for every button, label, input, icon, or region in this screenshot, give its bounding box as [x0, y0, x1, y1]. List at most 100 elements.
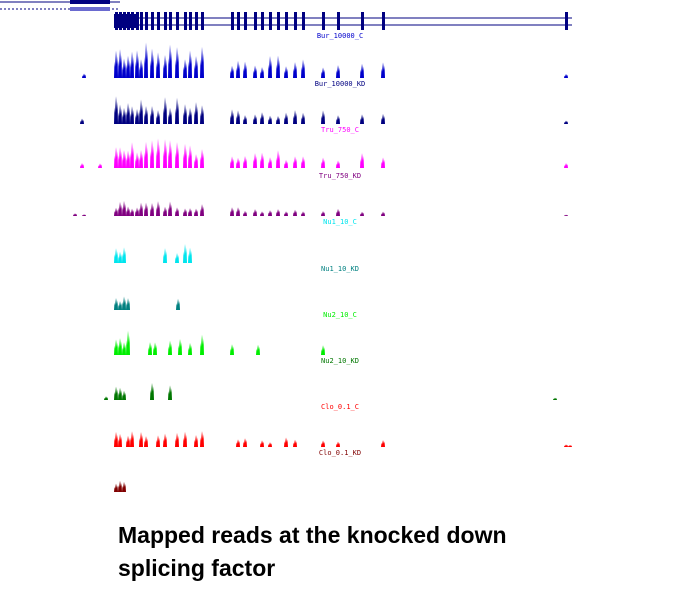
coverage-peak	[163, 248, 167, 263]
coverage-peak	[139, 59, 143, 78]
coverage-peak	[260, 152, 264, 168]
coverage-peak	[253, 114, 257, 124]
coverage-peak	[144, 141, 148, 168]
coverage-peak	[168, 140, 172, 168]
coverage-peak	[321, 440, 325, 447]
coverage-peak	[178, 338, 182, 355]
exon	[195, 12, 198, 30]
coverage-peak	[336, 65, 340, 78]
coverage-peak	[243, 438, 247, 447]
track-label: Nu2_10_C	[323, 311, 357, 319]
coverage-peak	[175, 47, 179, 78]
coverage-peak	[183, 59, 187, 78]
coverage-peak	[243, 115, 247, 124]
exon	[131, 12, 134, 30]
coverage-peak	[188, 50, 192, 78]
coverage-peak	[183, 208, 187, 216]
coverage-peak	[139, 432, 143, 447]
coverage-peak	[200, 149, 204, 168]
coverage-peak	[268, 157, 272, 168]
coverage-peak	[188, 145, 192, 168]
coverage-peak	[114, 483, 118, 492]
coverage-peak	[122, 107, 126, 124]
coverage-peak	[114, 386, 118, 400]
exon	[176, 12, 179, 30]
coverage-peak	[553, 397, 557, 400]
coverage-peak	[564, 120, 568, 124]
coverage-peak	[122, 58, 126, 78]
coverage-peak	[98, 163, 102, 168]
exon	[184, 12, 187, 30]
coverage-peak	[82, 214, 86, 216]
coverage-peak	[253, 153, 257, 168]
coverage-peak	[200, 105, 204, 124]
coverage-peak	[122, 342, 126, 355]
caption-line: Mapped reads at the knocked down	[118, 522, 507, 548]
coverage-peak	[168, 44, 172, 78]
coverage-peak	[156, 435, 160, 447]
coverage-peak	[276, 55, 280, 78]
coverage-peak	[130, 431, 134, 447]
coverage-peak	[268, 442, 272, 447]
coverage-peak	[144, 436, 148, 447]
coverage-peak	[126, 298, 130, 310]
coverage-peak	[381, 211, 385, 216]
coverage-peak	[118, 301, 122, 310]
exon	[140, 12, 143, 30]
coverage-peak	[293, 209, 297, 216]
coverage-peak	[194, 102, 198, 124]
coverage-peak	[126, 330, 130, 355]
coverage-peak	[118, 480, 122, 492]
coverage-peak	[80, 118, 84, 124]
coverage-peak	[236, 207, 240, 216]
coverage-peak	[114, 431, 118, 447]
coverage-peak	[118, 338, 122, 355]
coverage-peak	[200, 334, 204, 355]
coverage-peak	[284, 211, 288, 216]
coverage-peak	[118, 433, 122, 447]
coverage-peak	[360, 153, 364, 168]
coverage-peak	[148, 342, 152, 355]
coverage-peak	[253, 65, 257, 78]
coverage-peak	[188, 208, 192, 216]
coverage-peak	[230, 344, 234, 355]
coverage-peak	[200, 204, 204, 216]
exon	[285, 12, 288, 30]
coverage-peak	[276, 209, 280, 216]
coverage-peak	[163, 206, 167, 216]
coverage-peak	[293, 110, 297, 124]
coverage-peak	[163, 97, 167, 124]
coverage-peak	[268, 210, 272, 216]
coverage-peak	[243, 156, 247, 168]
coverage-peak	[175, 97, 179, 124]
coverage-peak	[130, 51, 134, 78]
coverage-peak	[135, 152, 139, 168]
exon	[119, 12, 122, 30]
coverage-peak	[126, 435, 130, 447]
coverage-peak	[144, 202, 148, 216]
track-label: Clo_0.1_C	[321, 403, 359, 411]
exon	[237, 12, 240, 30]
exon	[244, 12, 247, 30]
coverage-peak	[150, 383, 154, 400]
coverage-peak	[321, 211, 325, 216]
coverage-peak	[194, 55, 198, 78]
coverage-peak	[139, 202, 143, 216]
coverage-peak	[144, 105, 148, 124]
coverage-peak	[564, 73, 568, 78]
coverage-peak	[114, 147, 118, 168]
coverage-peak	[104, 396, 108, 400]
coverage-peak	[260, 112, 264, 124]
coverage-peak	[114, 50, 118, 78]
gene-model	[0, 0, 572, 30]
coverage-peak	[293, 156, 297, 168]
exon	[382, 12, 385, 30]
coverage-peak	[118, 147, 122, 168]
coverage-peak	[73, 213, 77, 216]
coverage-peak	[176, 298, 180, 310]
coverage-peak	[230, 109, 234, 124]
tracks: Bur_10000_C Bur_10000_KD Tru_750_C Tru_750_…	[73, 32, 572, 492]
coverage-peak	[301, 112, 305, 124]
coverage-peak	[321, 110, 325, 124]
coverage-peak	[381, 440, 385, 447]
